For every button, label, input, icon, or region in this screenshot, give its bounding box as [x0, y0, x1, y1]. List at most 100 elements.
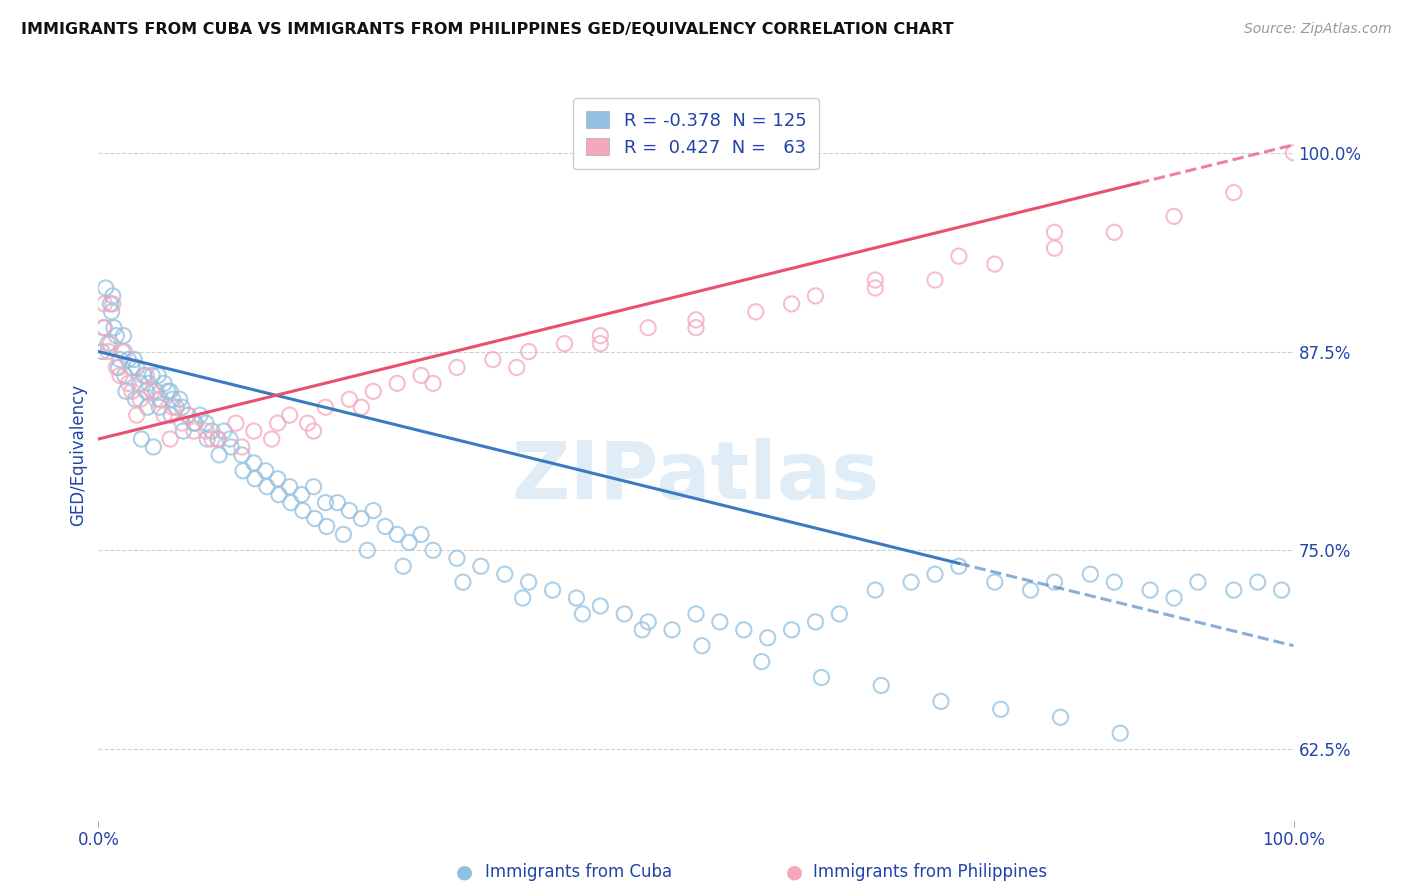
Point — [1223, 186, 1246, 200]
Point — [733, 623, 755, 637]
Point — [1163, 210, 1185, 224]
Point — [363, 503, 385, 517]
Point — [924, 273, 946, 287]
Point — [169, 392, 191, 407]
Point — [121, 384, 143, 399]
Point — [446, 551, 468, 566]
Point — [153, 376, 176, 391]
Point — [446, 360, 468, 375]
Point — [637, 615, 659, 629]
Point — [98, 336, 122, 351]
Point — [637, 320, 659, 334]
Point — [948, 249, 970, 263]
Point — [219, 432, 242, 446]
Point — [97, 344, 120, 359]
Legend: R = -0.378  N = 125, R =  0.427  N =   63: R = -0.378 N = 125, R = 0.427 N = 63 — [574, 98, 818, 169]
Point — [121, 360, 143, 375]
Point — [780, 297, 803, 311]
Point — [91, 320, 114, 334]
Point — [411, 527, 433, 541]
Point — [117, 352, 139, 367]
Point — [1043, 225, 1066, 239]
Point — [101, 289, 124, 303]
Point — [138, 376, 160, 391]
Point — [256, 480, 278, 494]
Point — [115, 384, 138, 399]
Point — [1271, 583, 1294, 598]
Point — [385, 527, 409, 541]
Point — [451, 575, 474, 590]
Point — [948, 559, 970, 574]
Point — [142, 440, 165, 454]
Point — [125, 408, 148, 422]
Point — [165, 401, 187, 415]
Point — [517, 575, 540, 590]
Point — [1080, 567, 1102, 582]
Point — [184, 416, 207, 430]
Point — [685, 607, 707, 621]
Point — [470, 559, 492, 574]
Point — [589, 599, 612, 613]
Point — [212, 424, 235, 438]
Point — [350, 511, 373, 525]
Point — [385, 376, 409, 391]
Point — [94, 281, 117, 295]
Point — [267, 488, 290, 502]
Point — [315, 401, 337, 415]
Point — [141, 368, 163, 383]
Point — [302, 424, 325, 438]
Point — [93, 320, 115, 334]
Point — [201, 432, 224, 446]
Point — [810, 671, 832, 685]
Point — [195, 416, 218, 430]
Text: IMMIGRANTS FROM CUBA VS IMMIGRANTS FROM PHILIPPINES GED/EQUIVALENCY CORRELATION : IMMIGRANTS FROM CUBA VS IMMIGRANTS FROM … — [21, 22, 953, 37]
Point — [101, 297, 124, 311]
Point — [411, 368, 433, 383]
Text: ZIPatlas: ZIPatlas — [512, 438, 880, 516]
Point — [254, 464, 277, 478]
Point — [1043, 575, 1066, 590]
Point — [900, 575, 922, 590]
Point — [112, 328, 135, 343]
Point — [195, 424, 218, 438]
Point — [280, 495, 302, 509]
Point — [554, 336, 576, 351]
Point — [149, 392, 172, 407]
Point — [332, 527, 354, 541]
Point — [207, 432, 229, 446]
Point — [172, 424, 194, 438]
Point — [201, 424, 224, 438]
Point — [125, 360, 148, 375]
Point — [613, 607, 636, 621]
Point — [422, 376, 444, 391]
Point — [177, 408, 200, 422]
Point — [131, 432, 153, 446]
Point — [1019, 583, 1042, 598]
Point — [804, 289, 827, 303]
Point — [291, 488, 314, 502]
Point — [631, 623, 654, 637]
Point — [1223, 583, 1246, 598]
Point — [111, 344, 134, 359]
Point — [751, 655, 773, 669]
Point — [685, 320, 707, 334]
Point — [231, 448, 253, 462]
Point — [690, 639, 713, 653]
Point — [661, 623, 683, 637]
Point — [124, 392, 146, 407]
Point — [339, 503, 361, 517]
Point — [124, 352, 146, 367]
Text: Immigrants from Philippines: Immigrants from Philippines — [813, 863, 1047, 881]
Point — [589, 336, 612, 351]
Point — [512, 591, 534, 605]
Point — [422, 543, 444, 558]
Text: Source: ZipAtlas.com: Source: ZipAtlas.com — [1244, 22, 1392, 37]
Text: ●: ● — [456, 863, 472, 882]
Point — [297, 416, 319, 430]
Point — [374, 519, 396, 533]
Point — [145, 392, 167, 407]
Point — [517, 344, 540, 359]
Point — [315, 519, 337, 533]
Point — [1247, 575, 1270, 590]
Point — [208, 448, 231, 462]
